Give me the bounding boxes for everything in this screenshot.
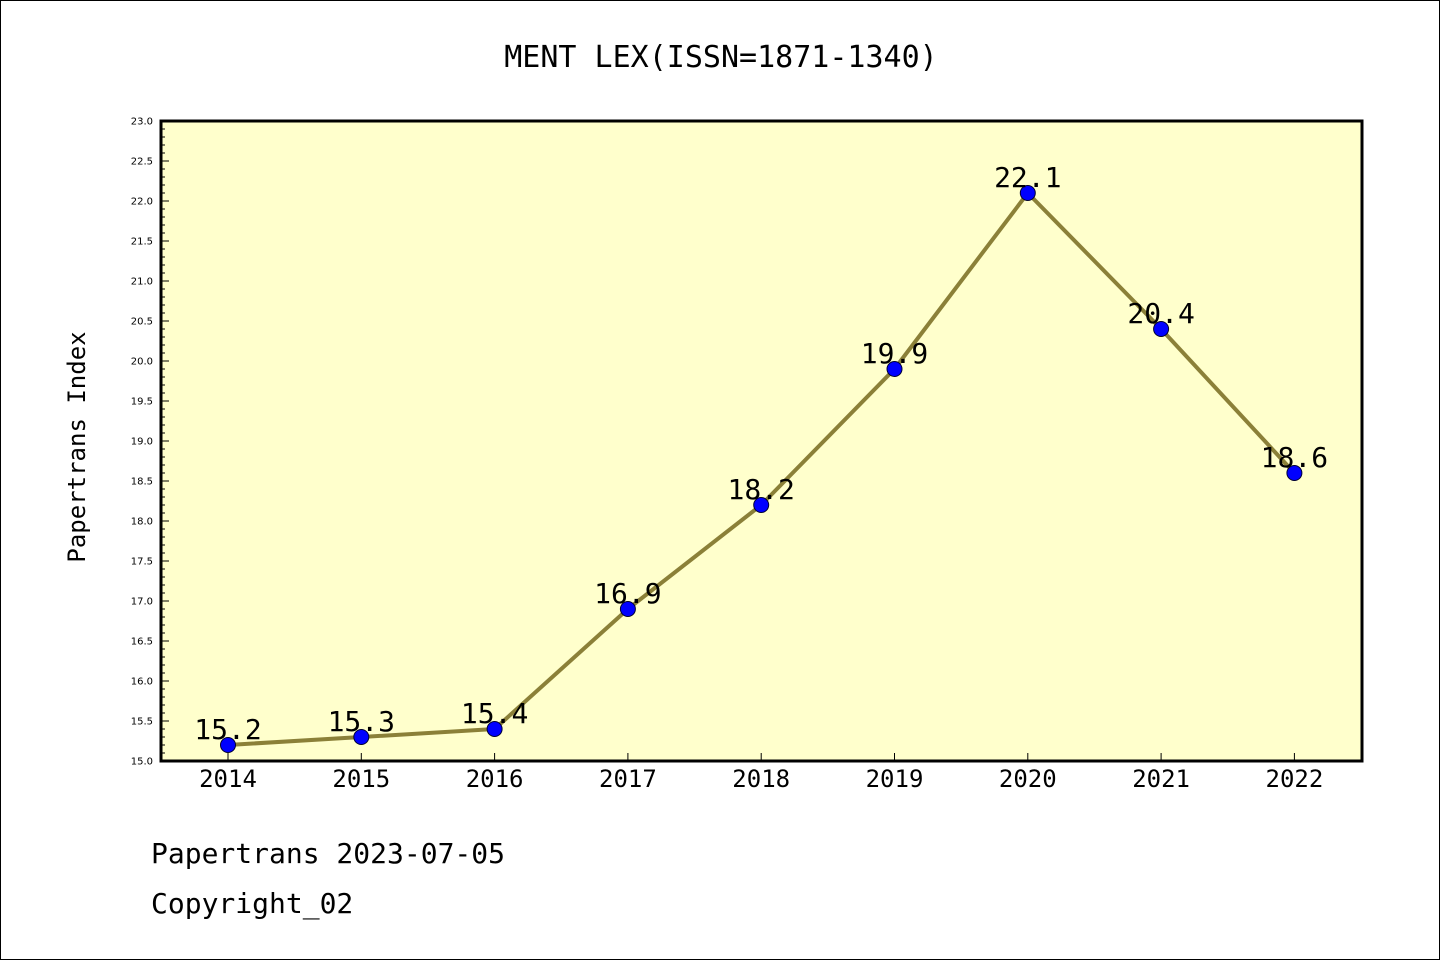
data-point-marker bbox=[753, 497, 770, 513]
x-tick-label: 2014 bbox=[199, 765, 257, 793]
data-point-marker bbox=[353, 729, 370, 745]
x-tick-label: 2018 bbox=[732, 765, 790, 793]
data-point-marker bbox=[1153, 321, 1170, 337]
y-tick-label: 21.0 bbox=[131, 277, 153, 288]
data-point-marker bbox=[1019, 185, 1036, 201]
data-label: 15.3 bbox=[328, 705, 395, 738]
x-tick-label: 2015 bbox=[332, 765, 390, 793]
y-tick-label: 20.5 bbox=[131, 317, 153, 328]
x-tick-label: 2017 bbox=[599, 765, 657, 793]
y-tick-label: 22.0 bbox=[131, 197, 153, 208]
data-label: 15.4 bbox=[461, 697, 528, 730]
plot-area bbox=[161, 121, 1362, 761]
data-point-marker bbox=[220, 737, 236, 753]
y-tick-label: 17.5 bbox=[131, 557, 153, 568]
y-tick-label: 16.5 bbox=[131, 637, 153, 648]
x-tick-label: 2021 bbox=[1132, 765, 1190, 793]
data-point-marker bbox=[886, 361, 903, 377]
data-point-marker bbox=[486, 721, 503, 737]
y-tick-label: 23.0 bbox=[131, 117, 153, 128]
data-label: 20.4 bbox=[1127, 297, 1194, 330]
data-label: 16.9 bbox=[594, 577, 661, 610]
y-tick-label: 19.0 bbox=[131, 437, 153, 448]
y-tick-label: 15.0 bbox=[131, 757, 153, 768]
data-label: 18.2 bbox=[727, 473, 794, 506]
footer-date: Papertrans 2023-07-05 bbox=[151, 837, 506, 870]
data-label: 15.2 bbox=[194, 713, 261, 746]
x-tick-label: 2022 bbox=[1266, 765, 1324, 793]
y-tick-label: 20.0 bbox=[131, 357, 153, 368]
data-label: 19.9 bbox=[861, 337, 928, 370]
x-tick-label: 2019 bbox=[866, 765, 924, 793]
data-point-marker bbox=[619, 601, 636, 617]
chart-title: MENT LEX(ISSN=1871-1340) bbox=[504, 40, 937, 75]
y-axis-label: Papertrans Index bbox=[63, 331, 91, 562]
y-tick-label: 16.0 bbox=[131, 677, 153, 688]
y-tick-label: 21.5 bbox=[131, 237, 153, 248]
data-point-marker bbox=[1286, 465, 1303, 481]
y-tick-label: 19.5 bbox=[131, 397, 153, 408]
data-label: 22.1 bbox=[994, 161, 1061, 194]
x-tick-label: 2016 bbox=[466, 765, 524, 793]
y-tick-label: 17.0 bbox=[131, 597, 153, 608]
plot-border bbox=[159, 119, 1364, 763]
x-tick-label: 2020 bbox=[999, 765, 1057, 793]
y-tick-label: 15.5 bbox=[131, 717, 153, 728]
y-tick-label: 18.5 bbox=[131, 477, 153, 488]
data-label: 18.6 bbox=[1261, 441, 1328, 474]
y-tick-label: 22.5 bbox=[131, 157, 153, 168]
footer-copyright: Copyright_02 bbox=[151, 887, 354, 920]
y-tick-label: 18.0 bbox=[131, 517, 153, 528]
